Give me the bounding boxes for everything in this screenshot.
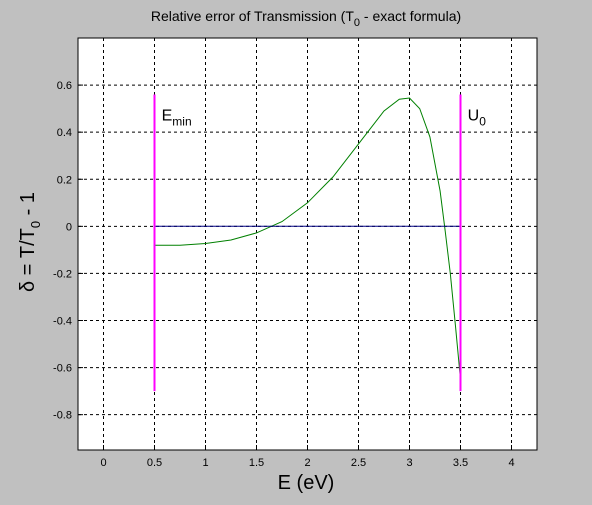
y-tick-label: -0.6 [53,363,72,375]
y-tick-label: -0.8 [53,410,72,422]
x-axis-label: E (eV) [278,472,335,494]
annotation-label-1: U0 [468,107,487,128]
y-tick-label: 0.6 [57,80,72,92]
x-tick-label: 1 [202,457,208,469]
x-tick-label: 4 [508,457,514,469]
series-line-0 [154,97,461,380]
x-tick-label: 3.5 [453,457,468,469]
y-tick-label: -0.2 [53,268,72,280]
x-tick-label: 2.5 [351,457,366,469]
ticks: 0 0.5 1 1.5 2 2.5 3 3.5 4 -0.8 -0.6 -0.4 -0.2 0 0.2 0.4… [53,80,515,469]
annotations-group: Emin U0 [162,107,487,128]
x-tick-label: 0 [100,457,106,469]
y-tick-label: 0 [66,221,72,233]
x-tick-label: 2 [304,457,310,469]
annotation-label-0: Emin [162,107,192,128]
x-tick-label: 0.5 [147,457,162,469]
series-group [154,97,461,380]
chart-title: Relative error of Transmission (T0 - exa… [151,8,461,29]
x-tick-label: 1.5 [249,457,264,469]
x-tick-label: 3 [406,457,412,469]
vlines-group [153,94,462,392]
y-axis-label: δ = T/T0 - 1 [17,192,43,292]
y-tick-label: 0.4 [57,127,72,139]
y-tick-label: 0.2 [57,174,72,186]
y-tick-label: -0.4 [53,316,72,328]
